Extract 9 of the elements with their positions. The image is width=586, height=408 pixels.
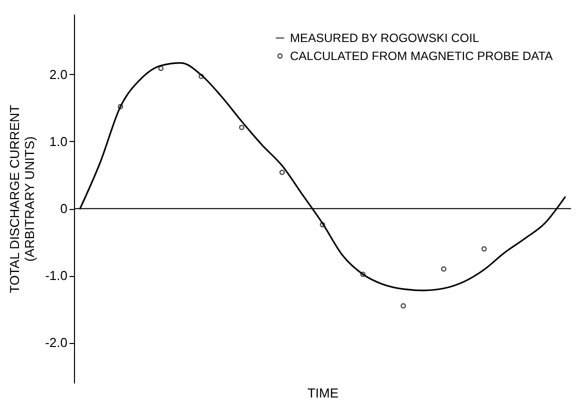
y-tick-label: -1.0 <box>45 268 68 284</box>
y-tick-label: 0 <box>60 201 68 216</box>
y-axis-title: TOTAL DISCHARGE CURRENT (ARBITRARY UNITS) <box>7 104 38 294</box>
y-tick-label: 1.0 <box>49 134 68 149</box>
y-tick-label: -2.0 <box>45 335 68 350</box>
legend-label: MEASURED BY ROGOWSKI COIL <box>290 31 480 45</box>
y-tick-label: 2.0 <box>49 66 68 82</box>
x-axis-title: TIME <box>307 386 339 400</box>
legend-label: CALCULATED FROM MAGNETIC PROBE DATA <box>290 49 553 63</box>
